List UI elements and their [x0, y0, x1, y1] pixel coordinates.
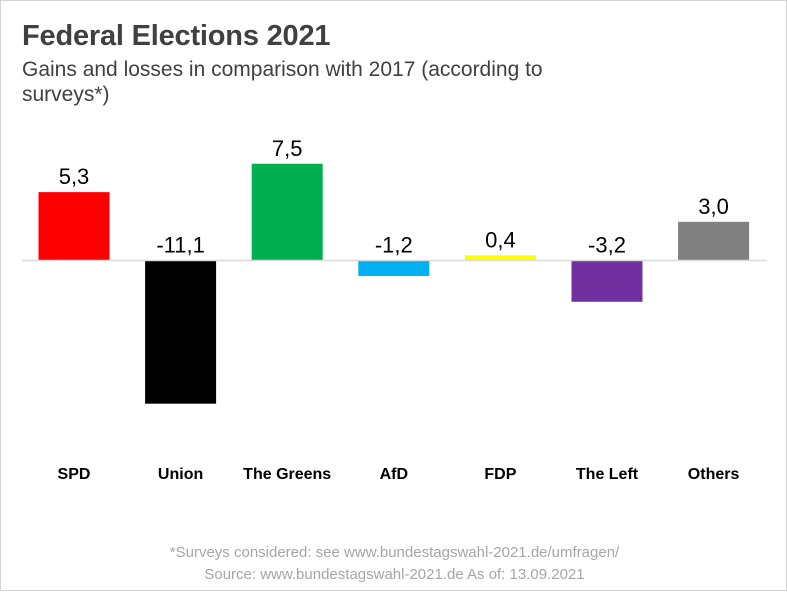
- bar-others: [678, 221, 750, 261]
- value-label-fdp: 0,4: [485, 227, 516, 252]
- category-label-others: Others: [688, 466, 740, 483]
- value-label-the-left: -3,2: [588, 233, 626, 258]
- category-label-union: Union: [158, 466, 203, 483]
- chart-title: Federal Elections 2021: [22, 20, 331, 52]
- value-label-afd: -1,2: [375, 233, 413, 258]
- bar-the-greens: [251, 163, 323, 261]
- category-label-spd: SPD: [58, 466, 91, 483]
- category-labels-layer: SPD Union The Greens AfD FDP The Left Others: [58, 466, 740, 483]
- category-label-the-left: The Left: [576, 466, 639, 483]
- value-label-union: -11,1: [156, 233, 205, 258]
- value-label-spd: 5,3: [59, 164, 90, 189]
- source-note: Source: www.bundestagswahl-2021.de As of…: [204, 566, 585, 583]
- value-label-the-greens: 7,5: [272, 136, 303, 161]
- category-label-the-greens: The Greens: [243, 466, 331, 483]
- value-labels-layer: 5,3 -11,1 7,5 -1,2 0,4 -3,2 3,0: [59, 136, 729, 258]
- bar-afd: [358, 260, 430, 276]
- chart-subtitle: Gains and losses in comparison with 2017…: [22, 58, 543, 106]
- survey-note: *Surveys considered: see www.bundestagsw…: [169, 544, 620, 561]
- bars-layer: [38, 163, 750, 404]
- bar-fdp: [464, 255, 536, 261]
- bar-the-left: [571, 260, 643, 302]
- category-label-afd: AfD: [380, 466, 408, 483]
- category-label-fdp: FDP: [484, 466, 516, 483]
- value-label-others: 3,0: [698, 194, 729, 219]
- bar-union: [145, 260, 217, 404]
- bar-spd: [38, 192, 110, 261]
